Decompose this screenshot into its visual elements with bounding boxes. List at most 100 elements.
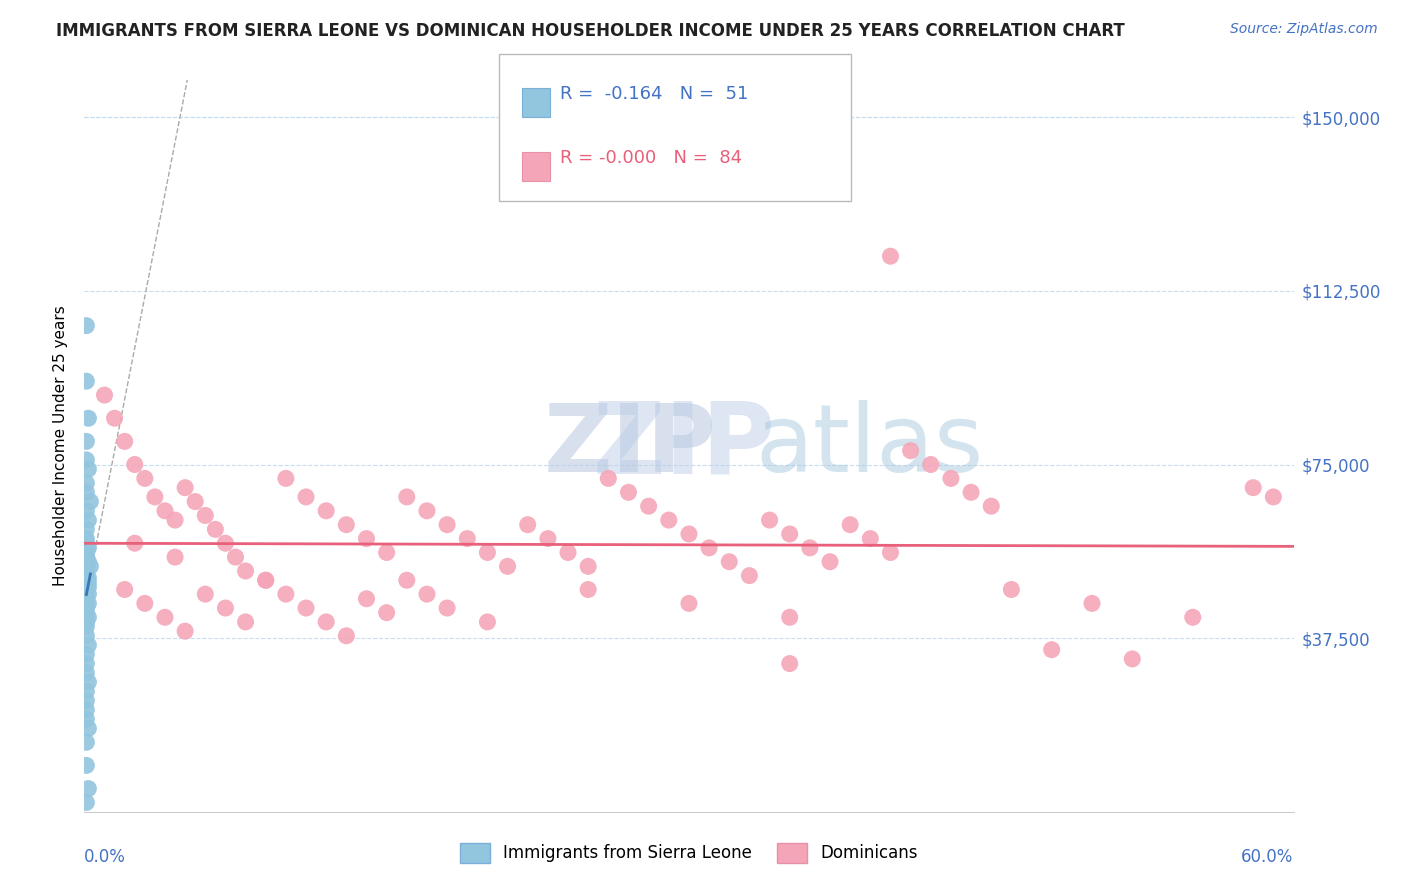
Text: 60.0%: 60.0% (1241, 848, 1294, 866)
Point (114, 434, 136, 449)
Text: R = -0.000   N =  84: R = -0.000 N = 84 (560, 149, 742, 167)
Point (436, 601, 458, 615)
Point (75, 522, 97, 536)
Point (75, 606, 97, 620)
Point (356, 532, 378, 546)
Point (496, 559, 519, 574)
Point (839, 517, 862, 532)
Point (79, 559, 101, 574)
Point (77, 571, 100, 585)
Point (900, 443, 922, 458)
Point (77, 781, 100, 796)
Point (1081, 596, 1104, 610)
Point (75, 374, 97, 388)
Point (779, 657, 801, 671)
Point (395, 490, 418, 504)
Point (214, 536, 236, 550)
Point (75, 578, 97, 592)
Point (295, 601, 318, 615)
Point (77, 722, 100, 736)
Point (134, 471, 156, 485)
Point (225, 550, 247, 565)
Point (75, 615, 97, 629)
Point (254, 574, 277, 588)
Point (477, 545, 499, 559)
Point (75, 568, 97, 582)
Point (758, 513, 780, 527)
Point (75, 712, 97, 726)
Point (617, 485, 640, 500)
Point (75, 536, 97, 550)
Point (1181, 610, 1204, 624)
Point (1000, 582, 1022, 597)
Point (274, 587, 297, 601)
Point (1040, 642, 1063, 657)
Point (75, 582, 97, 597)
Point (315, 504, 337, 518)
Point (153, 610, 176, 624)
Point (93, 388, 115, 402)
Point (77, 675, 100, 690)
Point (335, 517, 357, 532)
Point (416, 587, 439, 601)
Point (75, 684, 97, 698)
Point (456, 532, 478, 546)
Point (678, 596, 700, 610)
Point (1263, 490, 1285, 504)
Point (77, 587, 100, 601)
Point (104, 411, 127, 425)
Point (375, 606, 398, 620)
Point (77, 610, 100, 624)
Text: Source: ZipAtlas.com: Source: ZipAtlas.com (1230, 22, 1378, 37)
Point (980, 499, 1002, 513)
Text: atlas: atlas (755, 400, 984, 492)
Point (637, 499, 659, 513)
Point (1241, 481, 1264, 495)
Text: R =  -0.164   N =  51: R = -0.164 N = 51 (560, 85, 748, 103)
Point (960, 485, 983, 500)
Point (477, 615, 499, 629)
Point (516, 517, 538, 532)
Point (204, 522, 226, 536)
Point (75, 601, 97, 615)
Point (576, 559, 599, 574)
Point (920, 458, 942, 472)
Point (75, 703, 97, 717)
Legend: Immigrants from Sierra Leone, Dominicans: Immigrants from Sierra Leone, Dominicans (453, 837, 925, 869)
Point (416, 504, 439, 518)
Point (153, 504, 176, 518)
Point (165, 550, 187, 565)
Point (436, 517, 458, 532)
Point (174, 481, 197, 495)
Point (658, 513, 681, 527)
Point (75, 574, 97, 588)
Text: ZIP: ZIP (592, 398, 775, 494)
Point (395, 574, 418, 588)
Point (678, 527, 700, 541)
Point (75, 657, 97, 671)
Point (356, 591, 378, 606)
Point (194, 508, 217, 523)
Point (75, 434, 97, 449)
Point (75, 758, 97, 772)
Text: ZIP: ZIP (592, 398, 775, 494)
Point (557, 545, 579, 559)
Point (77, 541, 100, 555)
Point (75, 591, 97, 606)
Point (315, 615, 337, 629)
Point (124, 536, 146, 550)
Point (1121, 652, 1143, 666)
Point (134, 596, 156, 610)
Point (75, 550, 97, 565)
Point (75, 453, 97, 467)
Point (184, 494, 207, 508)
Point (77, 575, 100, 590)
Point (75, 532, 97, 546)
Point (114, 582, 136, 597)
Point (75, 735, 97, 749)
Point (235, 564, 257, 578)
Point (859, 532, 882, 546)
Point (77, 555, 100, 569)
Point (124, 458, 146, 472)
Text: 0.0%: 0.0% (84, 848, 127, 866)
